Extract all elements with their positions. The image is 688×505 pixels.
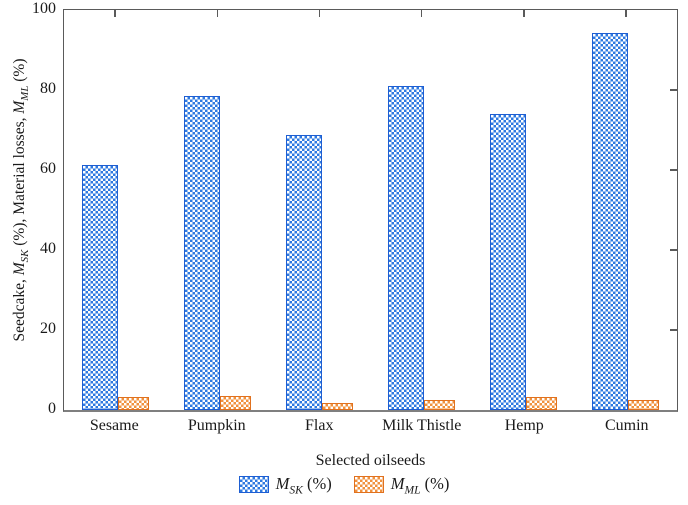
bar-group-hemp (473, 10, 575, 410)
bar-group-milk-thistle (371, 10, 473, 410)
top-axis-tick (420, 10, 423, 17)
bar-groups (64, 10, 677, 410)
bar-mml-pumpkin (219, 395, 251, 410)
bar-msk-cumin (592, 33, 629, 410)
category-label-flax: Flax (305, 417, 334, 434)
bar-group-sesame (64, 10, 166, 410)
category-label-sesame: Sesame (89, 417, 139, 434)
x-axis-category-labels: Sesame Pumpkin Flax Milk Thistle Hemp Cumin (63, 417, 678, 435)
bar-msk-sesame (81, 165, 118, 410)
top-axis-tick (523, 10, 525, 17)
bar-mml-cumin (628, 400, 660, 410)
bar-msk-milk-thistle (388, 86, 425, 410)
bar-mml-milk-thistle (424, 400, 456, 410)
bar-group-cumin (575, 10, 677, 410)
category-label-hemp: Hemp (504, 417, 544, 434)
top-axis-tick (318, 10, 321, 17)
y-tick-label-20: 20 (40, 320, 56, 337)
top-axis-tick (114, 10, 116, 17)
y-tick-label-100: 100 (32, 0, 56, 17)
bar-mml-hemp (526, 397, 558, 410)
x-axis-title: Selected oilseeds (315, 452, 426, 469)
legend-swatch-mml (353, 475, 384, 493)
legend-label-msk: MSK (%) (275, 474, 332, 497)
right-axis-tick (670, 169, 677, 171)
plot-area (63, 9, 678, 412)
legend-item-mml: MML (%) (353, 474, 450, 497)
label-fragment: M (390, 474, 405, 493)
label-fragment: ML (404, 484, 421, 497)
bar-mml-flax (321, 403, 353, 410)
y-tick-label-80: 80 (40, 80, 56, 97)
legend-swatch-msk (238, 475, 269, 493)
bar-msk-flax (285, 134, 322, 410)
bar-msk-pumpkin (183, 96, 220, 410)
label-fragment: (%) (302, 474, 332, 493)
legend: MSK (%) MML (%) (0, 474, 688, 497)
category-label-cumin: Cumin (604, 417, 649, 434)
top-axis-tick (216, 10, 218, 17)
top-axis-tick (625, 10, 627, 17)
bar-group-flax (268, 10, 370, 410)
y-tick-label-0: 0 (48, 400, 56, 417)
legend-item-msk: MSK (%) (238, 474, 332, 497)
y-axis-tick-labels: 0 20 40 60 80 100 (0, 0, 56, 417)
bar-msk-hemp (490, 114, 527, 410)
y-tick-label-40: 40 (40, 240, 56, 257)
legend-label-mml: MML (%) (390, 474, 450, 497)
bar-group-pumpkin (166, 10, 268, 410)
label-fragment: M (275, 474, 290, 493)
category-label-pumpkin: Pumpkin (187, 417, 246, 434)
y-tick-label-60: 60 (40, 160, 56, 177)
label-fragment: SK (289, 484, 303, 497)
category-label-milk-thistle: Milk Thistle (382, 417, 462, 434)
right-axis-tick (670, 89, 677, 91)
right-axis-tick (670, 249, 677, 251)
bar-mml-sesame (117, 396, 149, 410)
label-fragment: (%) (420, 474, 450, 493)
right-axis-tick (670, 329, 677, 331)
